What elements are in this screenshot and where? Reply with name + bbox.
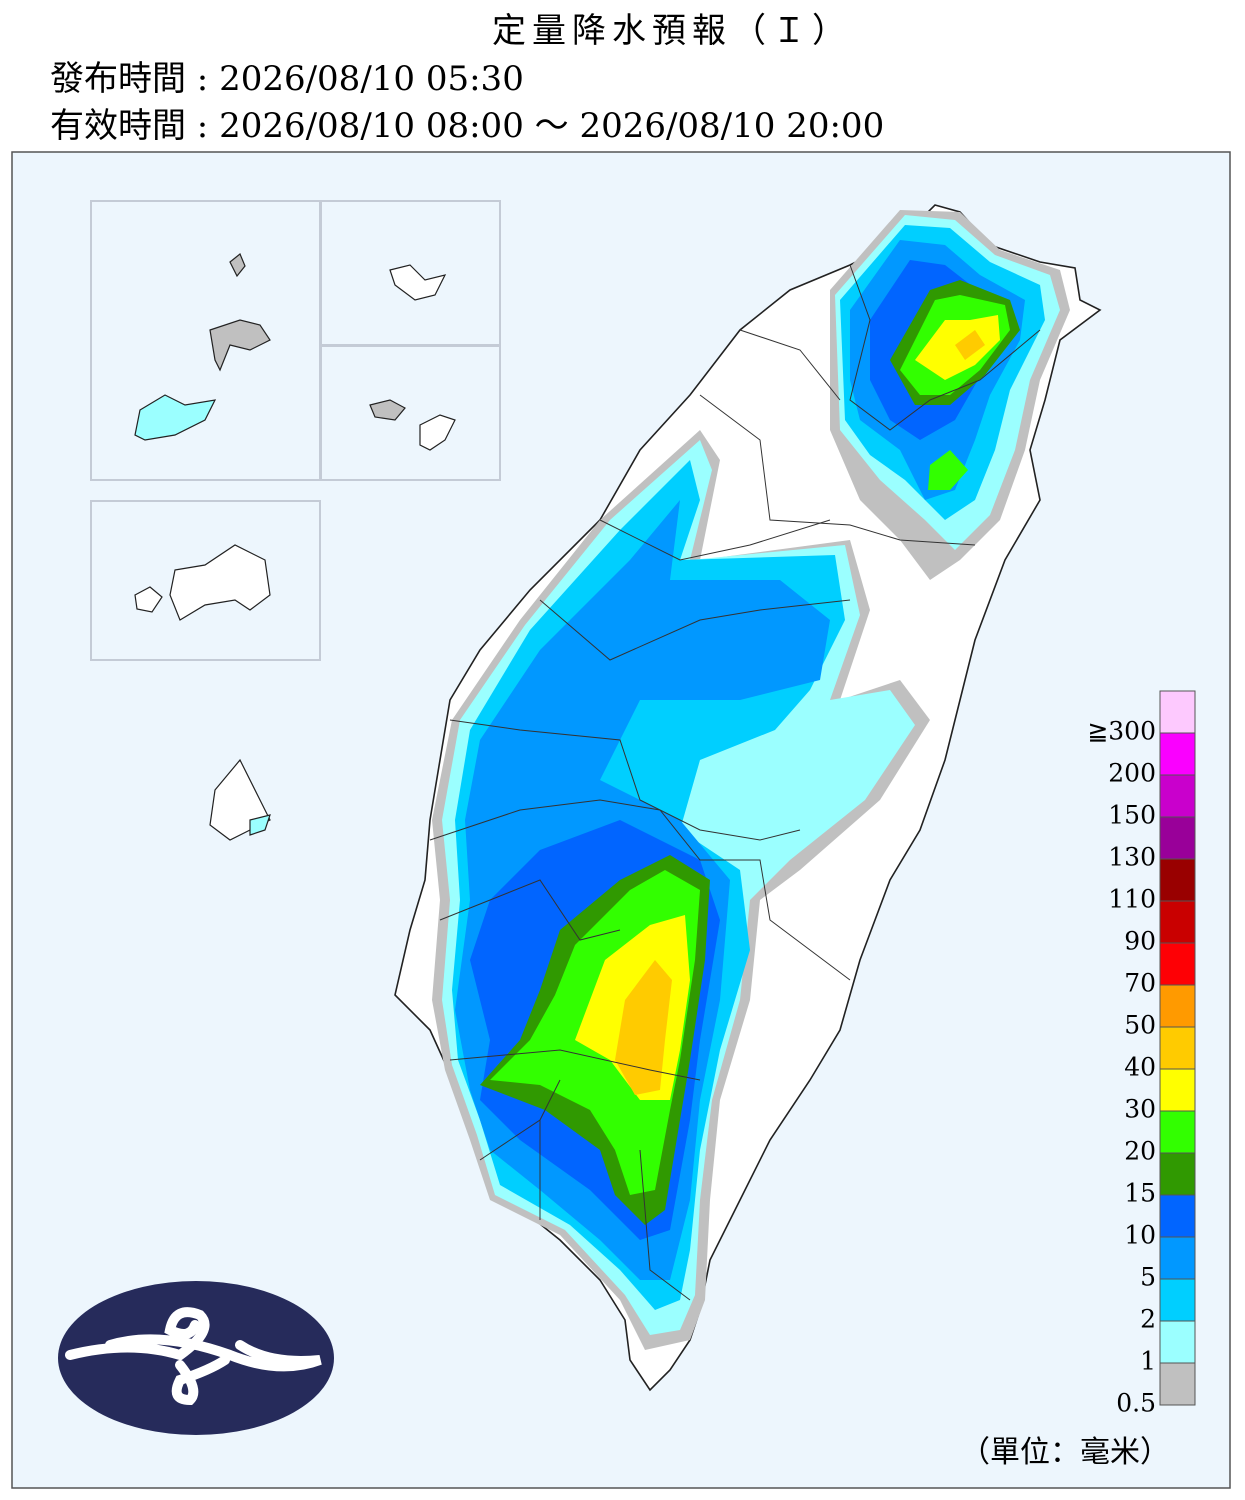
inset-frames xyxy=(90,200,501,661)
title: 定量降水預報（Ｉ） xyxy=(492,11,852,51)
logo-emblem xyxy=(65,1307,322,1406)
legend-label: 1 xyxy=(1140,1347,1156,1376)
legend-label: 50 xyxy=(1124,1011,1156,1040)
issue-time: 發布時間 : 2026/08/10 05:30 xyxy=(50,59,524,99)
legend-swatch xyxy=(1159,1026,1196,1070)
legend-label: 90 xyxy=(1124,927,1156,956)
legend-swatch xyxy=(1159,1320,1196,1364)
legend-swatch xyxy=(1159,900,1196,944)
legend-label: 10 xyxy=(1124,1221,1156,1250)
legend-label: ≧300 xyxy=(1087,717,1156,746)
legend-label: 130 xyxy=(1108,843,1156,872)
legend-label: 40 xyxy=(1124,1053,1156,1082)
legend-label: 15 xyxy=(1124,1179,1156,1208)
county-borders xyxy=(429,264,1041,1301)
logo xyxy=(58,1281,334,1435)
legend-swatch xyxy=(1159,1068,1196,1112)
legend-label: 70 xyxy=(1124,969,1156,998)
legend-swatch xyxy=(1159,816,1196,860)
legend-swatch xyxy=(1159,1278,1196,1322)
legend-label: 2 xyxy=(1140,1305,1156,1334)
unit-label: （單位：毫米） xyxy=(960,1435,1170,1470)
legend-label: 20 xyxy=(1124,1137,1156,1166)
legend-label: 150 xyxy=(1108,801,1156,830)
legend-swatch xyxy=(1159,984,1196,1028)
legend-label: 30 xyxy=(1124,1095,1156,1124)
legend-swatch xyxy=(1159,1152,1196,1196)
legend-swatch xyxy=(1159,858,1196,902)
legend-swatch xyxy=(1159,732,1196,776)
islands xyxy=(134,253,456,841)
legend-label: 0.5 xyxy=(1116,1389,1156,1418)
legend-swatch xyxy=(1159,1362,1196,1406)
legend-label: 5 xyxy=(1140,1263,1156,1292)
legend-label: 200 xyxy=(1108,759,1156,788)
legend-swatch xyxy=(1159,1194,1196,1238)
legend-swatch xyxy=(1159,690,1196,734)
legend-label: 110 xyxy=(1108,885,1156,914)
legend-swatch xyxy=(1159,1236,1196,1280)
rainfall-areas xyxy=(432,210,1070,1350)
legend-swatch xyxy=(1159,774,1196,818)
valid-time: 有效時間 : 2026/08/10 08:00 ～ 2026/08/10 20:… xyxy=(50,106,884,146)
legend: 0.5 1 2 5 10 15 20 30 40 50 70 90 110 130 150 200 ≧300 xyxy=(1087,690,1196,1418)
legend-swatch xyxy=(1159,942,1196,986)
legend-swatch xyxy=(1159,1110,1196,1154)
